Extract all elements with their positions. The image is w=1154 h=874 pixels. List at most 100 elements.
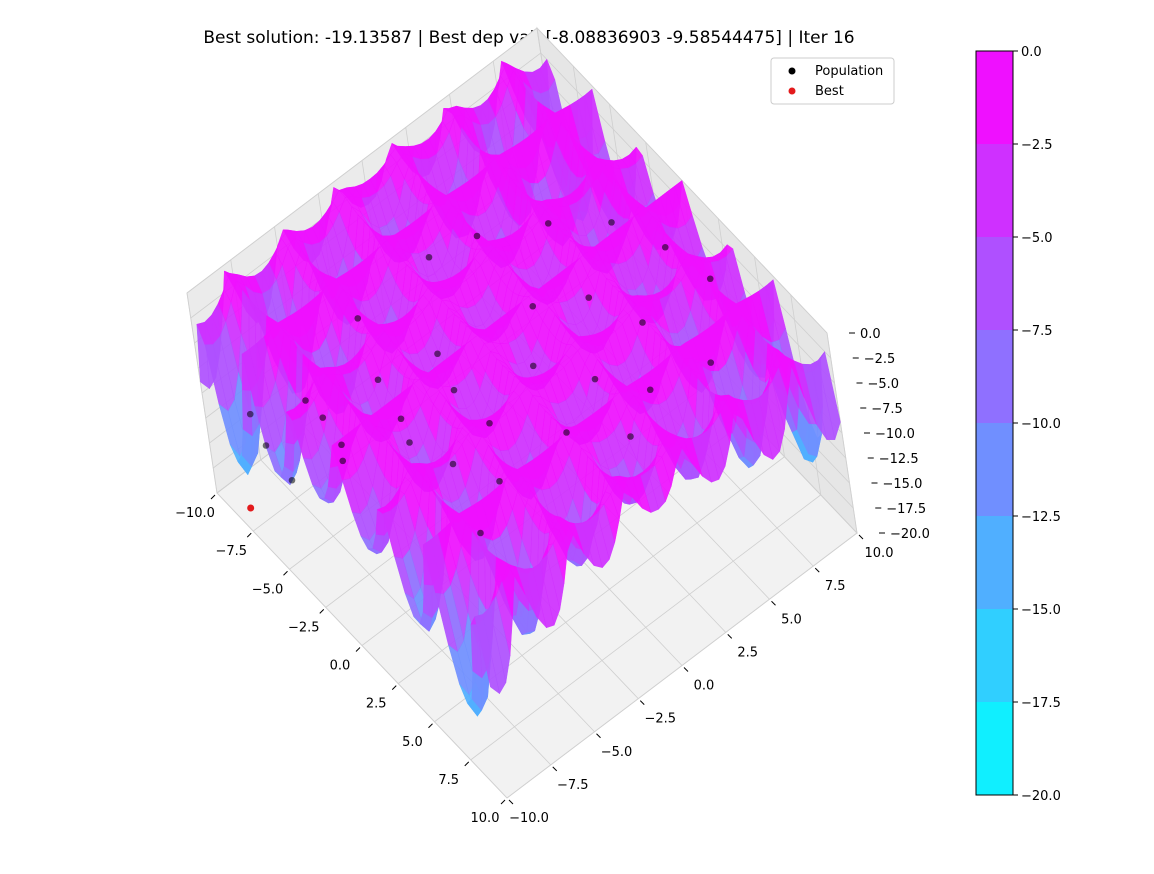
population-point bbox=[486, 419, 493, 427]
y-tick bbox=[771, 600, 776, 606]
colorbar-tick-label: 0.0 bbox=[1021, 45, 1042, 60]
z-tick-label: −20.0 bbox=[890, 527, 930, 542]
surface-facet bbox=[474, 614, 500, 695]
colorbar-band bbox=[976, 423, 1013, 517]
x-tick-label: −2.5 bbox=[288, 620, 320, 635]
population-point bbox=[496, 477, 503, 485]
population-point bbox=[646, 386, 654, 394]
z-tick-label: 0.0 bbox=[860, 327, 881, 342]
y-tick bbox=[552, 766, 558, 772]
surface-plot bbox=[196, 58, 841, 717]
population-point bbox=[563, 429, 570, 436]
x-tick bbox=[500, 799, 506, 805]
population-point bbox=[262, 442, 270, 449]
population-point bbox=[354, 315, 362, 322]
colorbar-band bbox=[976, 237, 1013, 331]
x-tick bbox=[428, 723, 433, 729]
colorbar-band bbox=[976, 144, 1013, 238]
population-point bbox=[544, 220, 552, 227]
population-point bbox=[339, 457, 347, 465]
colorbar-tick-label: −12.5 bbox=[1021, 510, 1061, 525]
population-point bbox=[585, 294, 593, 301]
population-point bbox=[434, 350, 441, 358]
z-tick-label: −12.5 bbox=[879, 452, 919, 467]
colorbar-tick-label: −2.5 bbox=[1021, 138, 1053, 153]
x-tick bbox=[391, 685, 397, 690]
colorbar-tick-label: −5.0 bbox=[1021, 231, 1053, 246]
y-tick-label: −7.5 bbox=[557, 778, 589, 793]
z-tick-label: −10.0 bbox=[875, 427, 915, 442]
legend-frame bbox=[770, 57, 895, 105]
population-point bbox=[661, 243, 669, 251]
x-tick-label: 2.5 bbox=[366, 697, 387, 712]
best-point bbox=[247, 504, 255, 512]
population-point bbox=[319, 414, 327, 421]
population-point bbox=[449, 460, 457, 468]
best-scatter bbox=[247, 504, 255, 512]
y-tick bbox=[727, 634, 733, 639]
population-point bbox=[425, 253, 433, 261]
population-scatter bbox=[246, 219, 715, 537]
population-point bbox=[639, 319, 646, 326]
legend-label-population: Population bbox=[815, 64, 883, 79]
z-tick-label: −7.5 bbox=[871, 402, 903, 417]
colorbar: 0.0 −2.5 −5.0 −7.5 −10.0 −12.5 −15.0 −17.5 −20.0 bbox=[975, 45, 1061, 804]
population-point bbox=[706, 275, 714, 283]
gridline bbox=[186, 27, 828, 334]
y-tick-label: −5.0 bbox=[601, 745, 633, 760]
colorbar-tick-label: −7.5 bbox=[1021, 324, 1053, 339]
y-tick bbox=[508, 799, 514, 805]
colorbar-tick-label: −20.0 bbox=[1021, 789, 1061, 804]
population-point bbox=[529, 362, 537, 370]
population-point bbox=[397, 415, 405, 423]
x-tick-label: 7.5 bbox=[438, 773, 459, 788]
surface-facet bbox=[484, 546, 492, 611]
y-tick bbox=[814, 567, 820, 573]
colorbar-band bbox=[976, 51, 1013, 145]
y-tick-label: 10.0 bbox=[865, 546, 894, 561]
x-tick-label: 0.0 bbox=[330, 659, 351, 674]
population-point bbox=[608, 219, 615, 226]
legend-marker-population bbox=[788, 67, 796, 75]
population-point bbox=[591, 375, 599, 383]
y-tick-label: −2.5 bbox=[644, 712, 676, 727]
z-tick-label: −5.0 bbox=[868, 377, 900, 392]
axis-ticks: −10.0 −7.5 −5.0 −2.5 0.0 2.5 5.0 7.5 10.0 −10.0 −7… bbox=[175, 327, 930, 826]
population-point bbox=[473, 232, 481, 240]
x-tick bbox=[246, 532, 252, 538]
population-point bbox=[450, 386, 458, 394]
x-tick-label: 5.0 bbox=[402, 735, 423, 750]
population-point bbox=[246, 410, 254, 418]
x-tick-label: −5.0 bbox=[252, 582, 284, 597]
y-tick-label: 2.5 bbox=[737, 645, 758, 660]
z-tick-label: −15.0 bbox=[883, 477, 923, 492]
y-tick bbox=[639, 700, 645, 705]
x-tick bbox=[210, 494, 216, 500]
legend-marker-best bbox=[788, 87, 796, 95]
y-tick bbox=[683, 667, 689, 672]
x-tick bbox=[355, 647, 361, 652]
x-tick bbox=[283, 570, 288, 576]
population-point bbox=[338, 441, 345, 449]
gridline bbox=[470, 494, 821, 761]
gridline bbox=[506, 532, 858, 799]
surface-facet bbox=[295, 347, 304, 402]
legend: Population Best bbox=[770, 57, 895, 105]
colorbar-band bbox=[976, 702, 1013, 796]
colorbar-band bbox=[976, 609, 1013, 703]
population-point bbox=[374, 376, 382, 384]
y-tick bbox=[596, 733, 601, 739]
population-point bbox=[406, 439, 413, 446]
y-tick-label: 5.0 bbox=[781, 612, 802, 627]
y-tick-label: 0.0 bbox=[694, 679, 715, 694]
z-tick-label: −2.5 bbox=[864, 352, 896, 367]
colorbar-tick-label: −17.5 bbox=[1021, 696, 1061, 711]
y-tick-label: −10.0 bbox=[509, 811, 549, 826]
colorbar-tick-label: −15.0 bbox=[1021, 603, 1061, 618]
x-tick bbox=[464, 761, 470, 767]
surface-facet bbox=[808, 423, 818, 457]
population-point bbox=[529, 302, 537, 310]
y-tick-label: 7.5 bbox=[825, 579, 846, 594]
y-tick bbox=[858, 534, 864, 540]
